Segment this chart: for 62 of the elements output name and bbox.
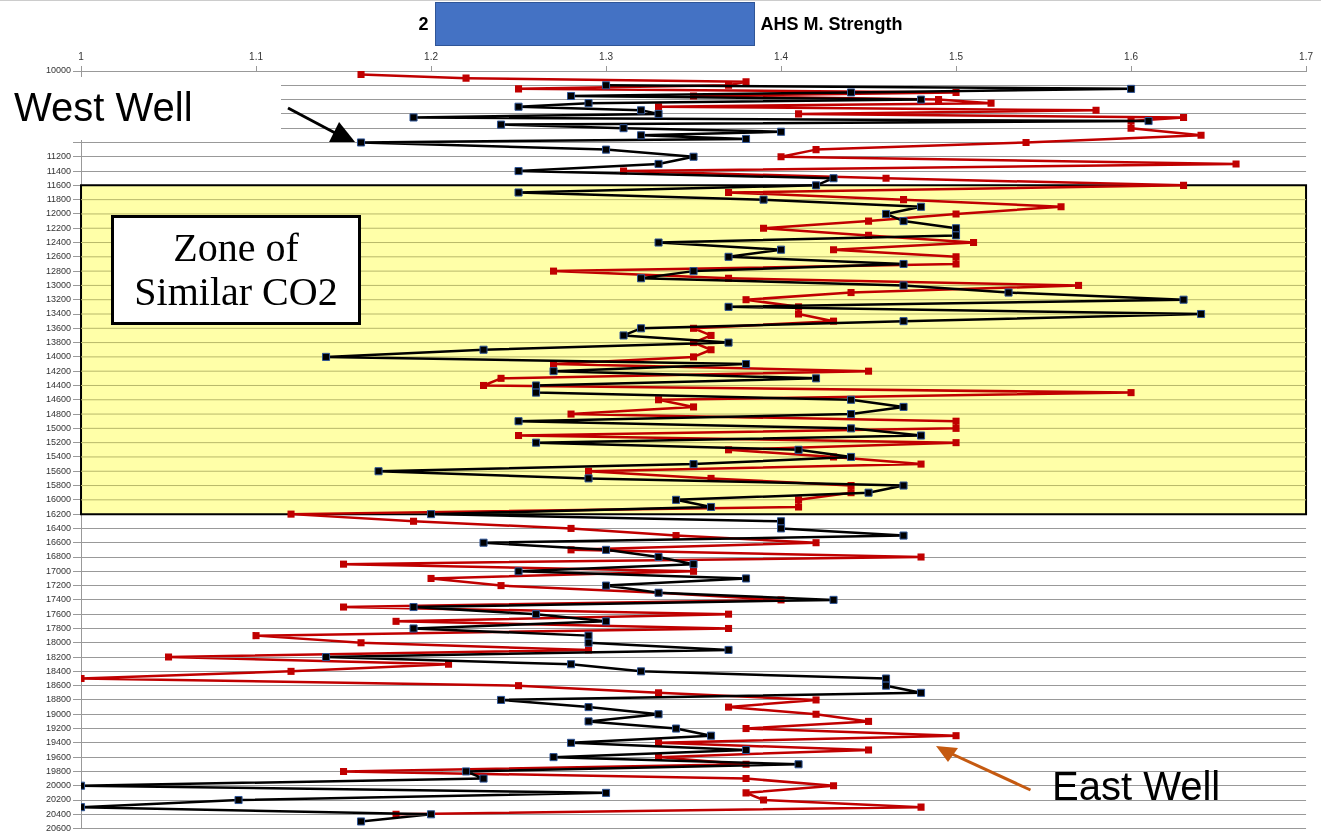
y-tick-label: 15000: [46, 422, 72, 433]
y-tick-label: 12800: [46, 265, 72, 276]
y-tick-label: 18600: [46, 680, 72, 691]
x-tick-label: 1.5: [949, 50, 964, 62]
y-tick-label: 15400: [46, 451, 72, 462]
y-tick-label: 18800: [46, 694, 72, 705]
x-tick-label: 1.4: [774, 50, 789, 62]
y-tick-label: 13400: [46, 308, 72, 319]
y-tick-label: 18400: [46, 665, 72, 676]
y-tick-label: 17800: [46, 622, 72, 633]
y-tick-label: 11600: [46, 179, 72, 190]
chart-title: AHS M. Strength: [760, 13, 903, 35]
y-tick-label: 11400: [46, 165, 72, 176]
y-tick-label: 16000: [46, 494, 72, 505]
y-tick-label: 13000: [46, 279, 72, 290]
y-tick-label: 13200: [46, 294, 72, 305]
y-tick-label: 12600: [46, 251, 72, 262]
y-tick-label: 10000: [46, 65, 72, 76]
text: 2: [418, 13, 429, 35]
annotation: West Well: [14, 85, 193, 130]
y-tick-label: 17200: [46, 580, 72, 591]
y-tick-label: 18000: [46, 637, 72, 648]
y-tick-label: 13600: [46, 322, 72, 333]
y-tick-label: 20000: [46, 780, 72, 791]
y-tick-label: 13800: [46, 337, 72, 348]
x-tick-label: 1.7: [1299, 50, 1314, 62]
x-tick-label: 1.6: [1124, 50, 1139, 62]
y-tick-label: 15200: [46, 437, 72, 448]
y-tick-label: 12400: [46, 237, 72, 248]
y-tick-label: 14400: [46, 379, 72, 390]
y-tick-label: 12200: [46, 222, 72, 233]
x-tick-label: 1.2: [424, 50, 439, 62]
y-tick-label: 17400: [46, 594, 72, 605]
annotation: East Well: [1052, 764, 1221, 810]
y-tick-label: 14000: [46, 351, 72, 362]
y-tick-label: 11800: [46, 194, 72, 205]
y-tick-label: 19800: [46, 765, 72, 776]
x-tick-label: 1: [78, 50, 85, 62]
y-tick-label: 20400: [46, 808, 72, 819]
y-tick-label: 15800: [46, 480, 72, 491]
y-tick-label: 12000: [46, 208, 72, 219]
y-tick-label: 14600: [46, 394, 72, 405]
y-tick-label: 18200: [46, 651, 72, 662]
y-tick-label: 19200: [46, 723, 72, 734]
y-tick-label: 14200: [46, 365, 72, 376]
y-tick-label: 16400: [46, 522, 72, 533]
y-tick-label: 15600: [46, 465, 72, 476]
y-tick-label: 19000: [46, 708, 72, 719]
band-label: Zone of Similar CO2: [111, 215, 362, 326]
y-tick-label: 20200: [46, 794, 72, 805]
y-tick-label: 16600: [46, 537, 72, 548]
y-tick-label: 16800: [46, 551, 72, 562]
y-tick-label: 11200: [46, 151, 72, 162]
y-tick-label: 17000: [46, 565, 72, 576]
y-tick-label: 19600: [46, 751, 72, 762]
x-tick-label: 1.3: [599, 50, 614, 62]
y-tick-label: 16200: [46, 508, 72, 519]
x-tick-label: 1.1: [249, 50, 264, 62]
y-tick-label: 20600: [46, 823, 72, 834]
y-tick-label: 19400: [46, 737, 72, 748]
y-tick-label: 14800: [46, 408, 72, 419]
y-tick-label: 17600: [46, 608, 72, 619]
